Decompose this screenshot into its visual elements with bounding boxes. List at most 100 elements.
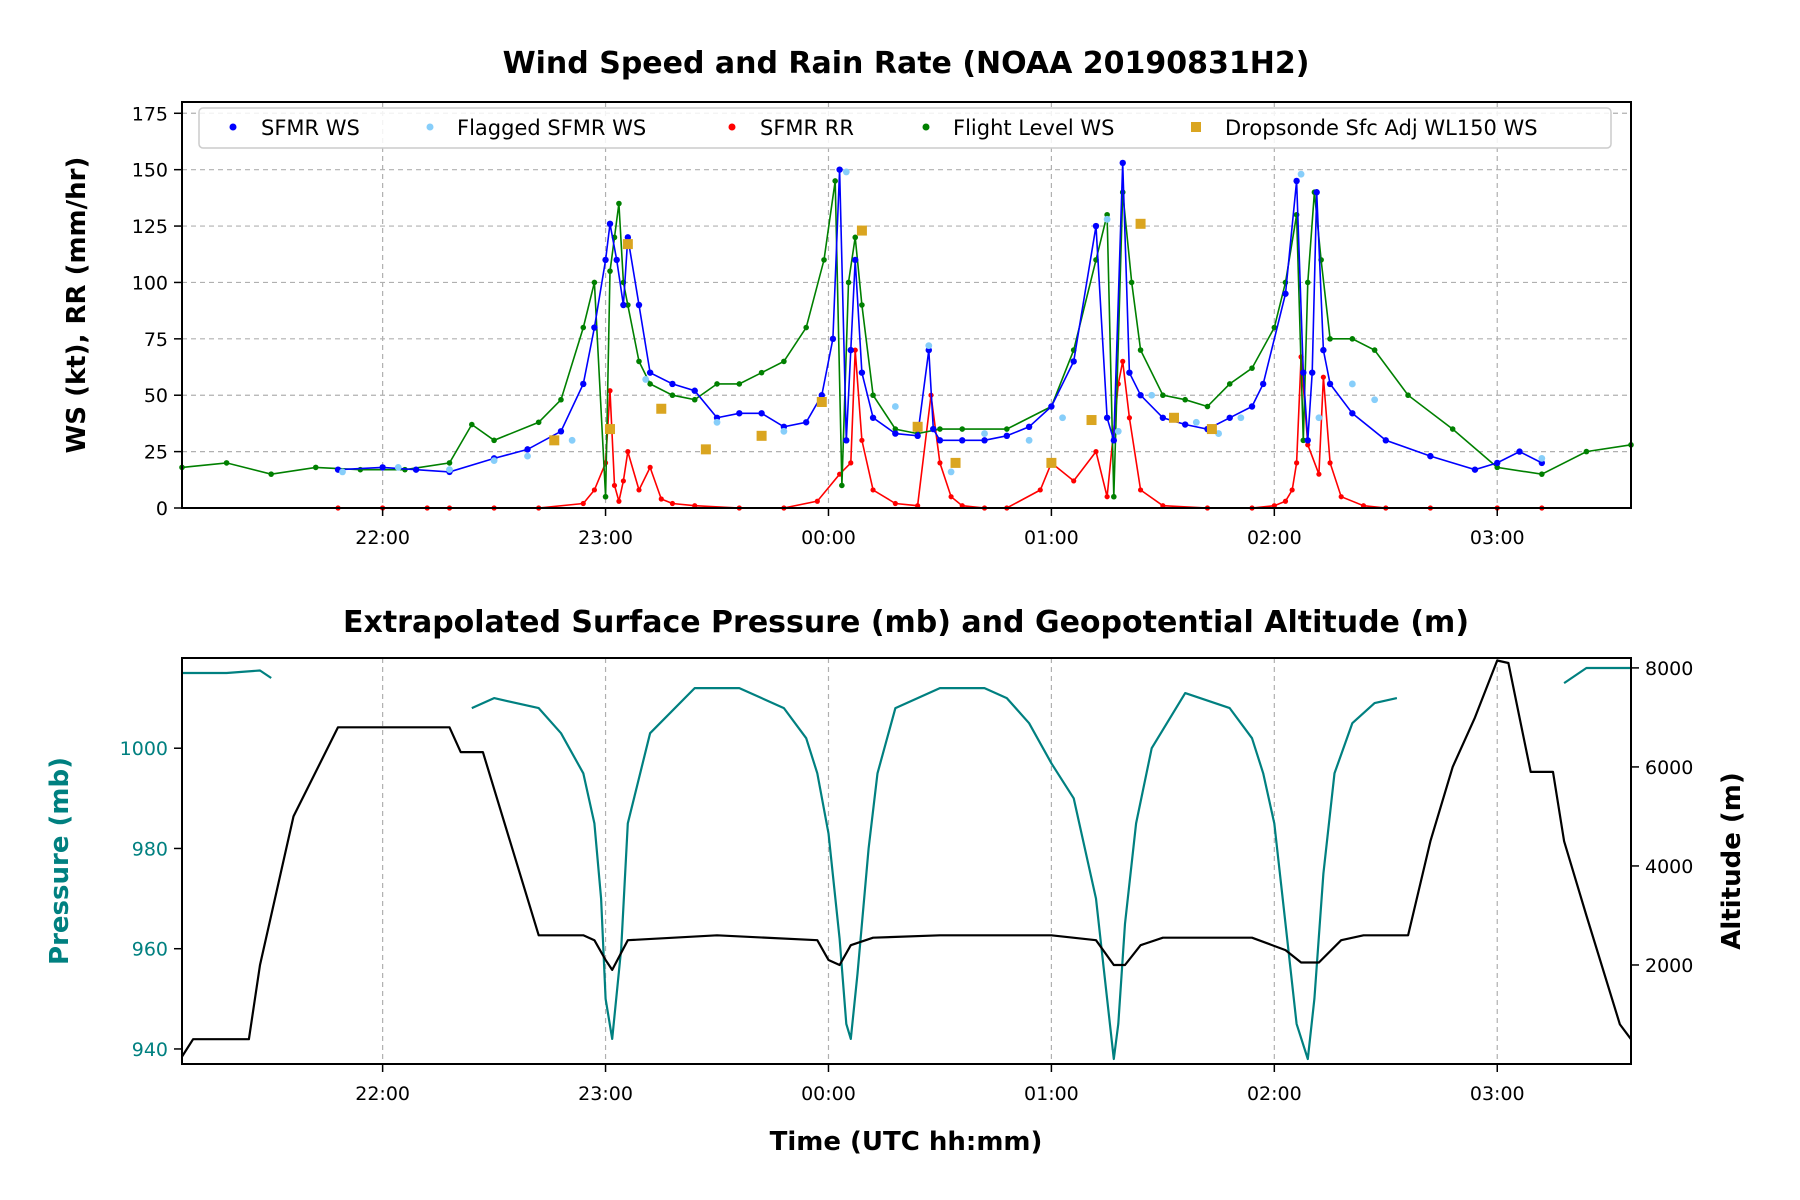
top-series-layer — [179, 159, 1634, 511]
dropsonde-sfc-adj-wl150-ws-point — [950, 457, 961, 468]
flight-level-ws-point — [1226, 381, 1233, 387]
flagged-sfmr-ws-point — [925, 342, 933, 349]
legend-item-flight-level-ws: Flight Level WS — [922, 116, 1115, 140]
sfmr-ws-point — [892, 430, 899, 437]
sfmr-rr-point — [1071, 478, 1077, 484]
flagged-sfmr-ws-point — [642, 376, 650, 383]
sfmr-ws-point — [1119, 159, 1126, 167]
bottom-plot-frame — [181, 657, 1632, 1065]
top-plot-frame — [181, 101, 1632, 509]
flight-level-ws-point — [1271, 324, 1278, 331]
sfmr-ws-point — [1126, 369, 1133, 376]
sfmr-ws-point — [557, 428, 565, 435]
flight-level-ws-point — [1449, 426, 1456, 432]
dropsonde-sfc-adj-wl150-ws-point — [656, 403, 667, 414]
sfmr-ws-point — [1313, 189, 1320, 196]
legend-label-sfmr-rr: SFMR RR — [760, 116, 854, 140]
flight-level-ws-point — [1119, 189, 1126, 196]
dropsonde-sfc-adj-wl150-ws-point — [1206, 424, 1217, 435]
sfmr-ws-point — [829, 335, 837, 343]
legend-marker-flight-level-ws — [922, 123, 930, 131]
flight-level-ws-point — [1494, 464, 1501, 471]
flight-level-ws-point — [1004, 426, 1010, 432]
legend-label-dropsonde: Dropsonde Sfc Adj WL150 WS — [1225, 116, 1538, 140]
flight-level-ws-point — [691, 396, 698, 403]
flight-level-ws-point — [636, 358, 642, 365]
x-axis-label: Time (UTC hh:mm) — [770, 1127, 1043, 1157]
flight-level-ws-point — [1111, 493, 1117, 500]
sfmr-ws-point — [613, 256, 620, 264]
flagged-sfmr-ws-point — [1297, 170, 1305, 178]
sfmr-ws-point — [930, 425, 937, 433]
sfmr-rr-line — [338, 350, 1542, 509]
dropsonde-sfc-adj-wl150-ws-point — [1169, 412, 1180, 423]
sfmr-ws-point — [602, 256, 609, 264]
bottom-plot-area: 22:00 23:00 00:00 01:00 02:00 03:00 940 960 980 1… — [120, 657, 1693, 1105]
sfmr-ws-point — [624, 234, 632, 241]
sfmr-ws-point — [869, 414, 877, 421]
flagged-sfmr-ws-point — [339, 468, 346, 476]
flight-level-ws-point — [870, 392, 876, 399]
sfmr-ws-point — [936, 437, 944, 444]
flight-level-ws-point — [1249, 365, 1255, 371]
sfmr-rr-point — [636, 487, 642, 493]
flagged-sfmr-ws-point — [394, 464, 402, 471]
flight-level-ws-point — [821, 257, 827, 263]
dropsonde-sfc-adj-wl150-ws-point — [856, 225, 867, 236]
sfmr-rr-point — [814, 498, 820, 504]
bottom-x-tick-label: 02:00 — [1247, 1083, 1302, 1105]
bottom-x-tick-label: 22:00 — [355, 1083, 410, 1105]
flight-level-ws-point — [1327, 336, 1333, 342]
flagged-sfmr-ws-point — [1114, 427, 1122, 435]
flagged-sfmr-ws-point — [891, 403, 899, 410]
dropsonde-sfc-adj-wl150-ws-point — [549, 435, 560, 446]
sfmr-ws-point — [635, 301, 643, 309]
sfmr-rr-point — [1305, 442, 1311, 448]
sfmr-ws-point — [1427, 452, 1434, 460]
top-x-tick-label: 00:00 — [801, 527, 856, 549]
sfmr-rr-point — [647, 464, 653, 470]
top-y-axis-label: WS (kt), RR (mm/hr) — [62, 157, 92, 454]
flagged-sfmr-ws-point — [1148, 391, 1156, 399]
sfmr-ws-point — [1516, 448, 1523, 455]
flagged-sfmr-ws-point — [568, 436, 576, 444]
pressure-tick-label: 960 — [132, 939, 168, 961]
flight-level-ws-point — [625, 302, 631, 308]
flight-level-ws-point — [1539, 471, 1545, 477]
flight-level-ws-point — [859, 302, 865, 308]
sfmr-rr-point — [892, 500, 898, 507]
sfmr-rr-point — [1120, 358, 1126, 364]
sfmr-rr-point — [848, 460, 854, 466]
flight-level-ws-point — [1300, 437, 1307, 444]
sfmr-rr-point — [616, 498, 622, 504]
dropsonde-sfc-adj-wl150-ws-point — [1135, 218, 1146, 229]
altitude-tick-label: 4000 — [1645, 856, 1693, 878]
sfmr-ws-point — [852, 256, 859, 264]
flight-level-ws-point — [1128, 279, 1135, 286]
bottom-series-layer — [181, 659, 1632, 1061]
sfmr-rr-point — [1282, 498, 1289, 504]
top-plot-area: 0 25 50 75 100 125 150 175 22:00 23:00 00:00 01:00 0… — [132, 101, 1634, 549]
bottom-chart-title: Extrapolated Surface Pressure (mb) and G… — [343, 605, 1469, 640]
sfmr-ws-point — [1382, 437, 1389, 444]
legend-frame — [198, 107, 1612, 149]
flight-level-ws-point — [1405, 392, 1411, 399]
sfmr-ws-point — [736, 410, 743, 417]
sfmr-ws-point — [1282, 290, 1289, 297]
dropsonde-sfc-adj-wl150-ws-point — [605, 424, 616, 435]
sfmr-rr-point — [1137, 487, 1144, 493]
dropsonde-sfc-adj-wl150-ws-point — [1086, 415, 1097, 426]
sfmr-rr-point — [1104, 494, 1110, 500]
flight-level-ws-point — [832, 178, 838, 184]
sfmr-ws-point — [1248, 403, 1256, 410]
sfmr-ws-point — [1300, 369, 1307, 376]
altitude-tick-label: 6000 — [1645, 757, 1693, 779]
flagged-sfmr-ws-point — [947, 468, 955, 476]
flagged-sfmr-ws-point — [780, 427, 788, 435]
legend-item-sfmr-ws: SFMR WS — [229, 116, 360, 140]
top-y-tick-label: 125 — [132, 216, 168, 238]
top-y-tick-label: 150 — [132, 160, 168, 182]
top-y-tick-label: 25 — [144, 442, 168, 464]
sfmr-rr-point — [1093, 449, 1099, 455]
